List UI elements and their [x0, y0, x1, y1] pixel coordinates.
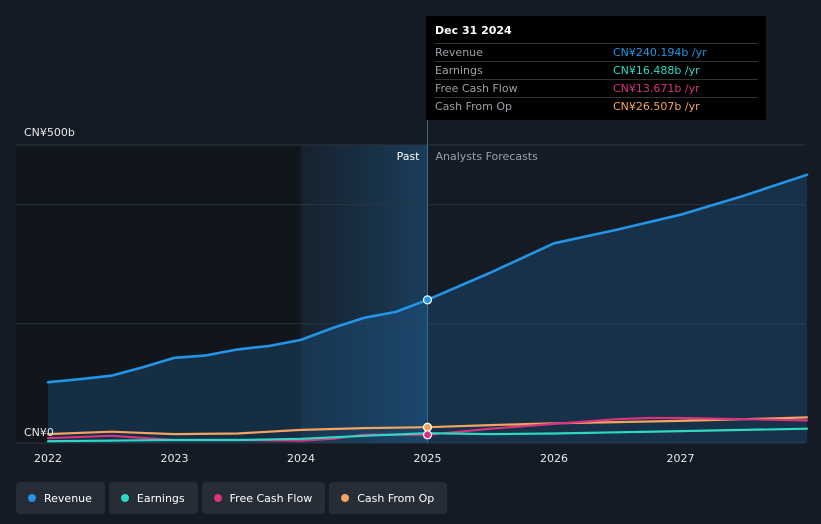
legend-label: Free Cash Flow	[229, 491, 313, 505]
legend-item-earnings[interactable]: Earnings	[108, 482, 198, 514]
x-tick-label: 2024	[287, 452, 315, 465]
legend: Revenue Earnings Free Cash Flow Cash Fro…	[16, 482, 448, 514]
x-tick-label: 2023	[161, 452, 189, 465]
past-background	[16, 145, 301, 443]
legend-label: Earnings	[136, 491, 185, 505]
y-axis-zero-label: CN¥0	[24, 426, 54, 439]
tooltip-row-earnings: Earnings CN¥16.488b /yr	[435, 61, 758, 79]
legend-label: Revenue	[44, 491, 92, 505]
tooltip-value: CN¥240.194b /yr	[613, 46, 707, 59]
highlight-region	[301, 145, 428, 443]
tooltip-value: CN¥13.671b /yr	[613, 82, 700, 95]
legend-item-revenue[interactable]: Revenue	[16, 482, 105, 514]
x-tick-label: 2026	[540, 452, 568, 465]
legend-dot-icon	[28, 494, 36, 502]
tooltip-row-free-cash-flow: Free Cash Flow CN¥13.671b /yr	[435, 79, 758, 97]
tooltip-label: Revenue	[435, 46, 483, 59]
legend-dot-icon	[120, 494, 129, 502]
series-line-revenue	[46, 173, 809, 384]
legend-dot-icon	[341, 494, 350, 502]
past-label: Past	[397, 150, 421, 163]
tooltip-value: CN¥16.488b /yr	[613, 64, 700, 77]
legend-item-cash-from-op[interactable]: Cash From Op	[329, 482, 448, 514]
legend-item-free-cash-flow[interactable]: Free Cash Flow	[201, 482, 326, 514]
x-tick-label: 2025	[414, 452, 442, 465]
tooltip-row-cash-from-op: Cash From Op CN¥26.507b /yr	[435, 97, 758, 115]
legend-dot-icon	[213, 494, 222, 502]
marker-free-cash-flow	[422, 430, 433, 440]
marker-cash-from-op	[422, 422, 433, 432]
marker-revenue	[422, 295, 433, 305]
tooltip: Dec 31 2024 Revenue CN¥240.194b /yr Earn…	[426, 16, 766, 120]
tooltip-row-revenue: Revenue CN¥240.194b /yr	[435, 43, 758, 61]
legend-label: Cash From Op	[357, 491, 435, 505]
tooltip-label: Cash From Op	[435, 100, 513, 113]
forecast-label: Analysts Forecasts	[436, 150, 539, 163]
tooltip-date: Dec 31 2024	[435, 24, 512, 37]
y-axis-top-label: CN¥500b	[24, 126, 75, 139]
tooltip-label: Free Cash Flow	[435, 82, 518, 95]
x-tick-label: 2022	[34, 452, 62, 465]
tooltip-label: Earnings	[435, 64, 483, 77]
x-tick-label: 2027	[667, 452, 695, 465]
tooltip-value: CN¥26.507b /yr	[613, 100, 700, 113]
